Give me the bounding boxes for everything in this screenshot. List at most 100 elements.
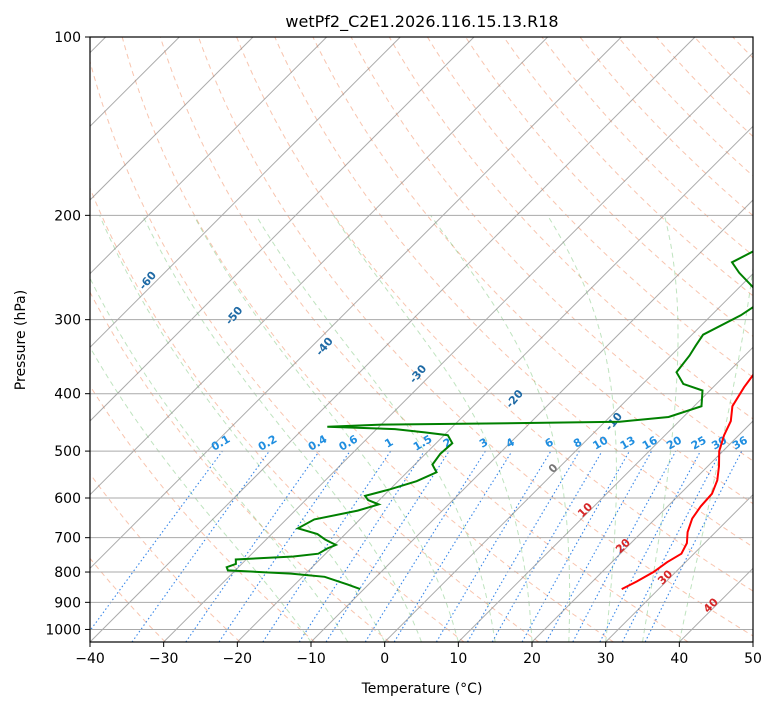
- mixing-ratio-line: [298, 450, 425, 642]
- mixing-ratio-label: 0.4: [306, 432, 330, 453]
- moist-adiabat-line: [193, 215, 459, 642]
- moist-adiabat-line: [90, 346, 312, 642]
- dry-adiabat-line: [236, 37, 753, 592]
- dry-adiabat-line: [90, 291, 390, 642]
- mixing-ratio-line: [90, 450, 223, 632]
- y-tick-label: 900: [54, 595, 81, 611]
- y-tick-label: 300: [54, 313, 81, 329]
- mixing-ratio-label: 0.6: [337, 432, 361, 453]
- moist-adiabat-line: [90, 277, 349, 642]
- mixing-ratio-label: 13: [618, 434, 638, 453]
- y-tick-label: 500: [54, 444, 81, 460]
- mixing-ratio-label: 1: [382, 436, 395, 451]
- mixing-ratio-line: [572, 450, 677, 642]
- mixing-ratio-label: 16: [640, 433, 660, 452]
- isotherm-line: [531, 420, 753, 642]
- moist-adiabat-line: [678, 264, 753, 642]
- isotherm-line: [236, 125, 753, 642]
- x-tick-label: 50: [744, 651, 762, 667]
- x-axis: −40 −30 −20 −10 0 10 20 30 40 50: [75, 642, 762, 667]
- sounding-line-1: [225, 250, 753, 591]
- mixing-ratio-label: 3: [477, 436, 490, 451]
- mixing-ratio-line: [131, 450, 270, 642]
- dry-adiabat-line: [90, 384, 316, 642]
- dry-adiabat-line: [732, 37, 753, 59]
- isotherm-line: [752, 641, 753, 642]
- isotherm-line: [457, 346, 753, 642]
- dry-adiabat-label: -60: [136, 269, 159, 293]
- isotherm-line: [90, 37, 475, 422]
- dry-adiabat-line: [350, 37, 753, 462]
- dry-adiabat-line: [274, 37, 753, 548]
- dry-adiabat-label: -80: [0, 180, 1, 204]
- dry-adiabat-line: [90, 472, 241, 642]
- y-axis-label: Pressure (hPa): [13, 290, 29, 390]
- dry-adiabat-line: [90, 186, 465, 642]
- y-tick-label: 400: [54, 387, 81, 403]
- isotherm-line: [605, 493, 753, 642]
- dry-adiabat-line: [90, 557, 166, 642]
- mixing-ratio-line: [218, 450, 351, 642]
- isotherm-line: [90, 37, 622, 570]
- mixing-ratio-label: 0.2: [256, 433, 279, 454]
- dry-adiabat-line: [388, 37, 753, 420]
- moist-adiabat-line: [332, 215, 533, 642]
- dry-adiabat-label: -30: [407, 362, 430, 386]
- mixing-ratio-label: 0.1: [209, 433, 232, 454]
- isotherm-line: [310, 199, 753, 642]
- mixing-ratio-line: [364, 450, 486, 642]
- dry-adiabat-label: -40: [313, 335, 336, 359]
- mixing-ratio-line: [325, 450, 450, 642]
- isotherm-line: [90, 37, 328, 275]
- moist-adiabat-line: [142, 215, 422, 642]
- x-tick-label: −30: [149, 651, 179, 667]
- moist-adiabat-line: [642, 215, 679, 642]
- x-tick-label: 30: [597, 651, 615, 667]
- dry-adiabat-line: [312, 37, 753, 505]
- moist-adiabat-line: [547, 215, 617, 642]
- moist-adiabat-line: [255, 215, 496, 642]
- plot-frame: [89, 36, 754, 643]
- dry-adiabat-line: [771, 37, 775, 642]
- x-tick-label: 20: [523, 651, 541, 667]
- dry-adiabat-line: [426, 37, 753, 379]
- mixing-ratio-label: 36: [730, 433, 750, 452]
- moist-adiabat-label: 10: [575, 500, 595, 520]
- isotherm-line: [384, 272, 753, 642]
- mixing-ratio-line: [435, 450, 552, 642]
- y-tick-label: 200: [54, 208, 81, 224]
- dry-adiabat-line: [465, 37, 753, 338]
- isotherm-line: [90, 37, 696, 642]
- mixing-ratio-line: [185, 450, 320, 642]
- reference-line-labels: 0.10.20.40.611.52346810131620253036-100-…: [0, 180, 750, 616]
- background-lines: [90, 37, 775, 642]
- x-tick-label: 0: [380, 651, 389, 667]
- mixing-ratio-label: 20: [664, 433, 684, 452]
- series-group: [225, 250, 753, 591]
- y-tick-label: 100: [54, 30, 81, 46]
- sounding-line-0: [621, 373, 753, 590]
- dry-adiabat-line: [159, 37, 689, 642]
- isotherm-line: [678, 567, 753, 642]
- grid: [90, 37, 753, 642]
- moist-adiabat-label: 40: [701, 595, 721, 615]
- dry-adiabat-label: -50: [223, 304, 246, 328]
- isotherm-line: [90, 37, 254, 201]
- isotherm-line: [90, 37, 549, 496]
- mixing-ratio-line: [262, 450, 392, 642]
- mixing-ratio-line: [393, 450, 513, 642]
- dry-adiabat-line: [541, 37, 753, 257]
- dry-adiabat-line: [503, 37, 753, 297]
- dry-adiabat-line: [656, 37, 753, 138]
- x-axis-label: Temperature (°C): [361, 681, 483, 697]
- mixing-ratio-line: [644, 450, 743, 642]
- x-tick-label: −20: [223, 651, 253, 667]
- x-tick-label: 40: [670, 651, 688, 667]
- x-tick-label: −10: [296, 651, 326, 667]
- isotherm-line: [163, 51, 753, 642]
- mixing-ratio-line: [545, 450, 653, 642]
- mixing-ratio-line: [521, 450, 630, 642]
- x-tick-label: −40: [75, 651, 105, 667]
- dry-adiabat-label: -70: [54, 228, 77, 252]
